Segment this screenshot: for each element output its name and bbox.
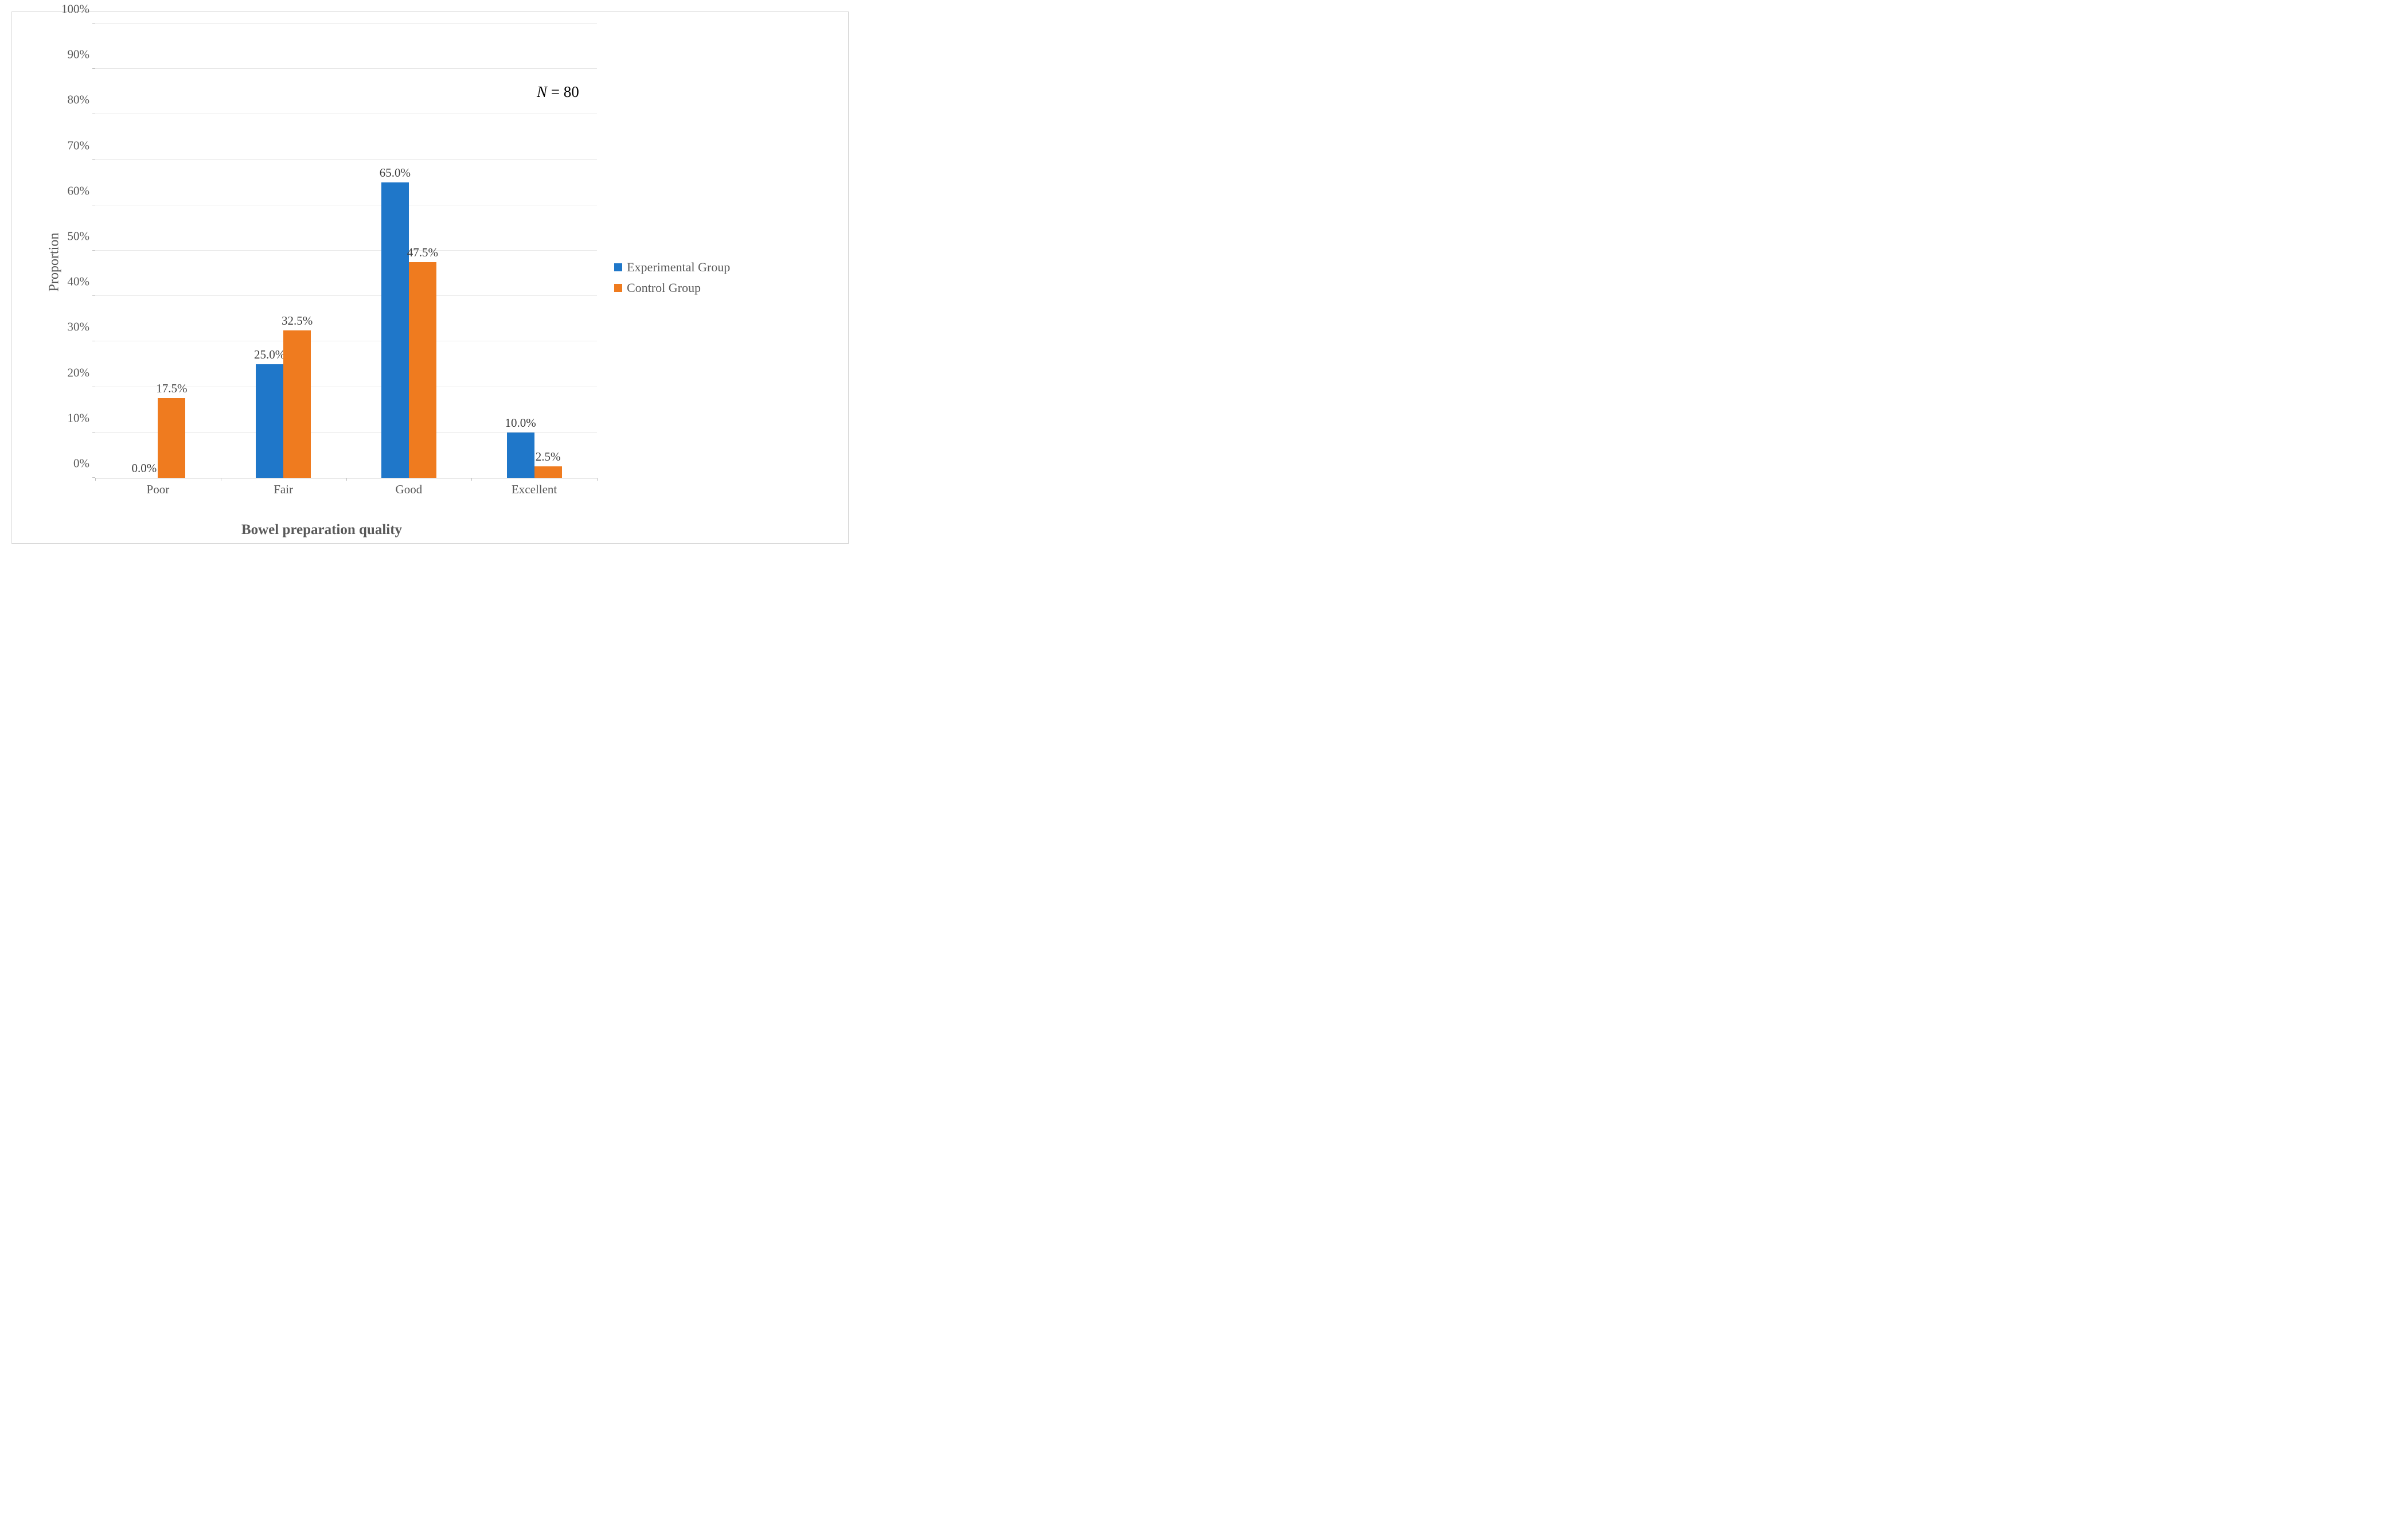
bar: 47.5% xyxy=(409,262,436,478)
y-tick-label: 100% xyxy=(61,2,95,17)
x-tick-label: Poor xyxy=(147,478,170,497)
legend-label: Experimental Group xyxy=(627,260,730,275)
bar: 65.0% xyxy=(381,182,409,478)
category-group: 25.0%32.5%Fair xyxy=(221,24,346,478)
bar: 10.0% xyxy=(507,433,534,478)
y-tick-label: 90% xyxy=(68,48,96,62)
category-group: 65.0%47.5%Good xyxy=(346,24,472,478)
bar: 17.5% xyxy=(158,398,185,478)
y-tick-label: 70% xyxy=(68,138,96,153)
bar: 25.0% xyxy=(256,364,283,478)
y-tick-label: 50% xyxy=(68,229,96,244)
bar-value-label: 65.0% xyxy=(380,166,411,182)
legend: Experimental Group Control Group xyxy=(614,254,730,301)
x-tick-mark xyxy=(346,478,347,481)
bar: 32.5% xyxy=(283,330,311,478)
legend-item: Control Group xyxy=(614,281,730,295)
x-tick-mark xyxy=(471,478,472,481)
x-tick-mark xyxy=(597,478,598,481)
legend-swatch xyxy=(614,284,622,292)
chart-container: Proportion 0%10%20%30%40%50%60%70%80%90%… xyxy=(11,11,849,544)
y-tick-label: 20% xyxy=(68,365,96,380)
bar: 2.5% xyxy=(534,466,562,478)
bar-value-label: 25.0% xyxy=(254,348,285,364)
bar-value-label: 32.5% xyxy=(282,314,313,330)
y-axis-label: Proportion xyxy=(47,232,63,291)
plot-area: 0%10%20%30%40%50%60%70%80%90%100%0.0%17.… xyxy=(95,24,597,478)
y-tick-label: 80% xyxy=(68,93,96,107)
y-tick-label: 10% xyxy=(68,411,96,425)
y-tick-label: 30% xyxy=(68,320,96,334)
bar-value-label: 17.5% xyxy=(156,381,187,398)
bar-value-label: 47.5% xyxy=(407,246,438,262)
y-tick-label: 60% xyxy=(68,184,96,198)
category-group: 0.0%17.5%Poor xyxy=(95,24,221,478)
legend-label: Control Group xyxy=(627,281,701,295)
legend-swatch xyxy=(614,263,622,271)
x-tick-mark xyxy=(95,478,96,481)
bar-value-label: 2.5% xyxy=(536,450,561,466)
y-tick-label: 40% xyxy=(68,275,96,289)
x-tick-label: Fair xyxy=(274,478,293,497)
bar-value-label: 0.0% xyxy=(132,461,157,478)
x-axis-label: Bowel preparation quality xyxy=(241,522,402,538)
legend-item: Experimental Group xyxy=(614,260,730,275)
x-tick-label: Excellent xyxy=(512,478,557,497)
bar-value-label: 10.0% xyxy=(505,416,536,433)
bars-layer: 0.0%17.5%Poor25.0%32.5%Fair65.0%47.5%Goo… xyxy=(95,24,597,478)
y-tick-label: 0% xyxy=(73,457,95,471)
x-tick-label: Good xyxy=(396,478,423,497)
plot-wrapper: Proportion 0%10%20%30%40%50%60%70%80%90%… xyxy=(46,24,597,500)
sample-size-annotation: N = 80 xyxy=(537,83,579,101)
